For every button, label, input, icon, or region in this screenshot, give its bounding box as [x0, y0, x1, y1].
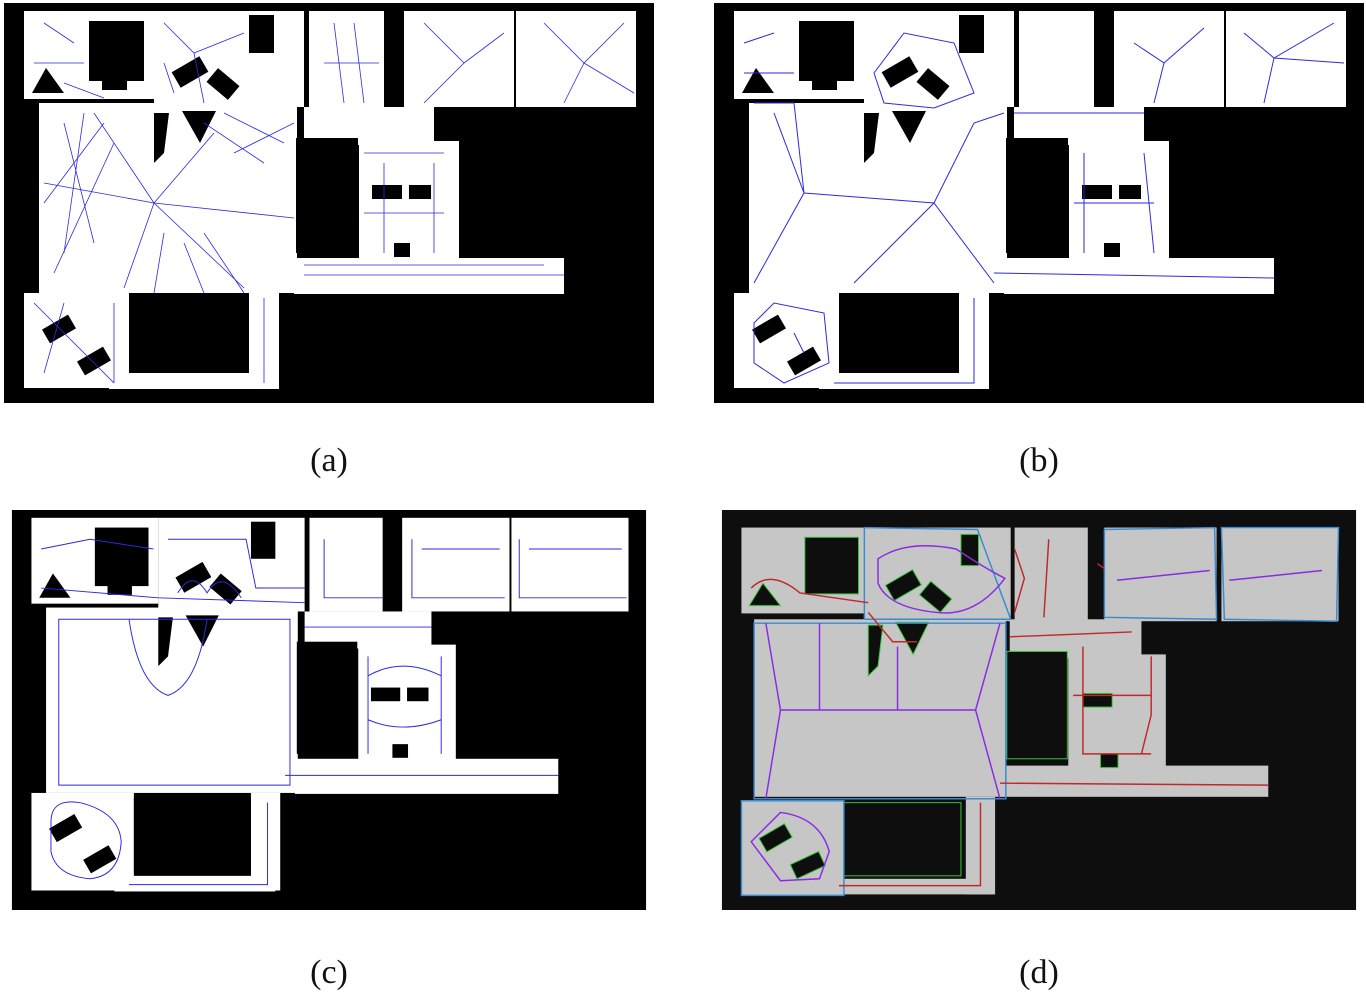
room-borders [740, 526, 1340, 897]
corridor-paths [750, 539, 1269, 887]
voronoi-edges [33, 22, 635, 384]
obstacles [742, 15, 1141, 376]
panel-d-figure [721, 510, 1357, 910]
voronoi-edges [41, 538, 627, 886]
obstacles [32, 15, 431, 376]
caption-d: (d) [1019, 954, 1059, 991]
obstacles [748, 533, 1119, 880]
voronoi-edges [743, 22, 1345, 384]
free-space [741, 527, 1339, 896]
panel-b-figure [714, 3, 1364, 403]
obstacles [39, 521, 429, 874]
panel-c-figure [11, 510, 647, 910]
panel-a-voronoi-map [4, 3, 654, 403]
panel-a-figure [4, 3, 654, 403]
caption-c: (c) [310, 954, 348, 991]
panel-b-voronoi-map [714, 3, 1364, 403]
caption-b: (b) [1019, 442, 1059, 479]
panel-d-segmented-map [714, 510, 1364, 910]
room-skeletons [750, 545, 1323, 882]
panel-c-voronoi-map [4, 510, 654, 910]
caption-a: (a) [310, 442, 348, 479]
